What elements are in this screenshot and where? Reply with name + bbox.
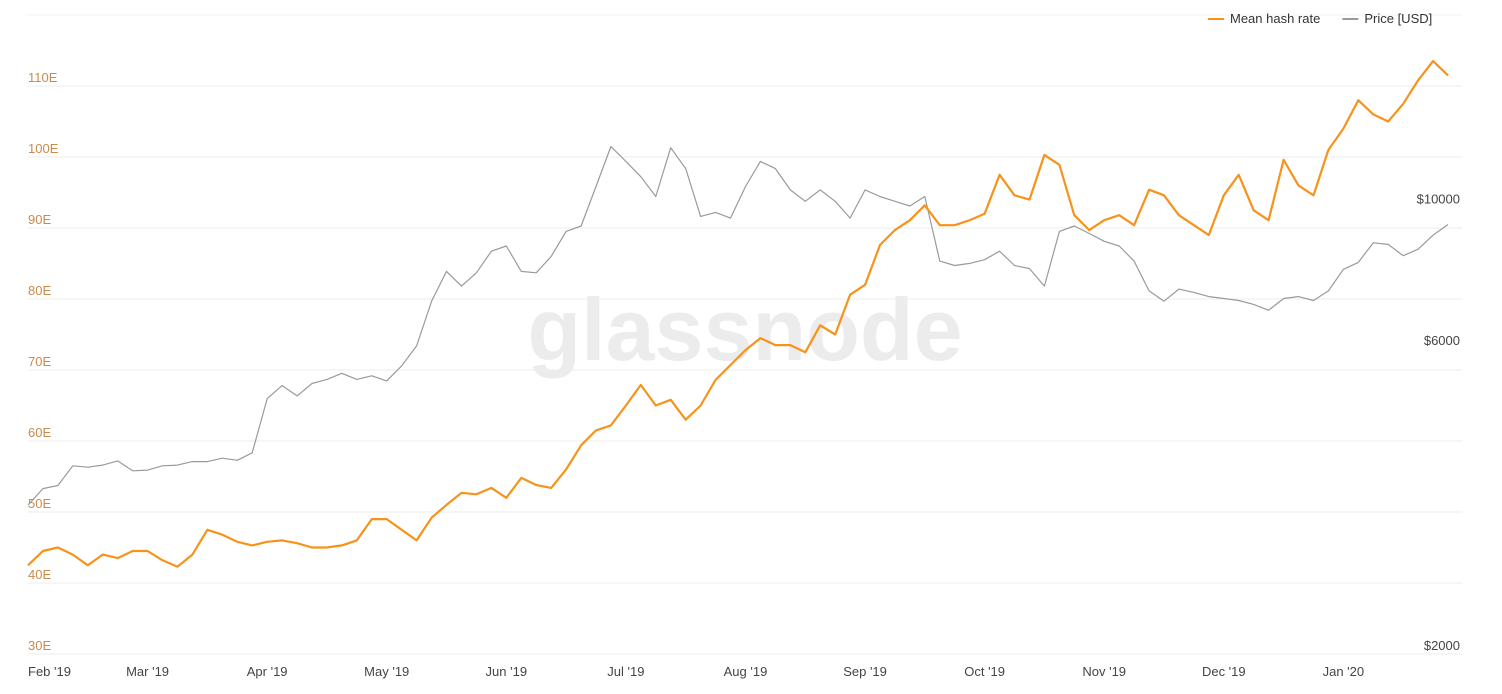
- y-tick-label: 40E: [28, 567, 51, 582]
- x-tick-label: Jul '19: [607, 664, 644, 679]
- x-tick-label: Feb '19: [28, 664, 71, 679]
- x-tick-label: Dec '19: [1202, 664, 1246, 679]
- legend-label: Price [USD]: [1364, 11, 1432, 26]
- y-tick-label: 80E: [28, 283, 51, 298]
- x-tick-label: May '19: [364, 664, 409, 679]
- series-line: [27, 60, 1449, 568]
- legend-label: Mean hash rate: [1230, 11, 1320, 26]
- series-line: [27, 145, 1449, 506]
- y-tick-label: 60E: [28, 425, 51, 440]
- x-tick-label: Sep '19: [843, 664, 887, 679]
- y-tick-label: 30E: [28, 638, 51, 653]
- y-tick-label: 100E: [28, 141, 59, 156]
- x-tick-label: Mar '19: [126, 664, 169, 679]
- y2-tick-label: $6000: [1424, 333, 1460, 348]
- x-tick-label: Oct '19: [964, 664, 1005, 679]
- x-tick-label: Jun '19: [486, 664, 528, 679]
- y2-tick-label: $2000: [1424, 638, 1460, 653]
- y-tick-label: 90E: [28, 212, 51, 227]
- y2-tick-label: $10000: [1417, 191, 1460, 206]
- y-tick-label: 70E: [28, 354, 51, 369]
- x-tick-label: Jan '20: [1323, 664, 1365, 679]
- x-tick-label: Nov '19: [1082, 664, 1126, 679]
- x-tick-label: Aug '19: [724, 664, 768, 679]
- x-tick-label: Apr '19: [247, 664, 288, 679]
- y-tick-label: 50E: [28, 496, 51, 511]
- y-tick-label: 110E: [28, 70, 58, 85]
- watermark: glassnode: [527, 280, 962, 379]
